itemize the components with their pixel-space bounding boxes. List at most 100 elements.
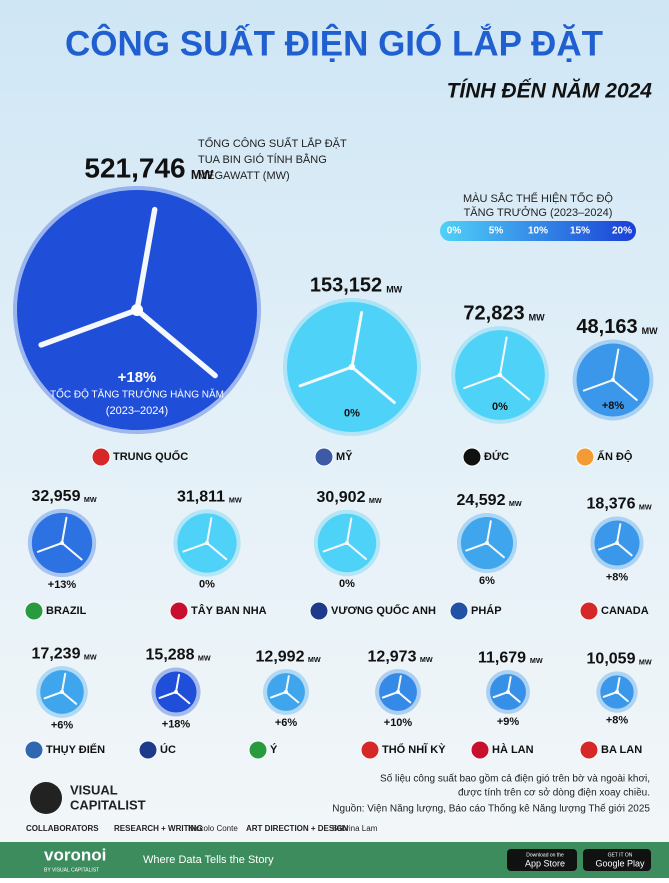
country-label: BA LAN bbox=[601, 744, 642, 756]
unit: MW bbox=[386, 284, 402, 294]
turbine-blade bbox=[507, 675, 512, 693]
unit: MW bbox=[530, 656, 543, 665]
legend-label: 15% bbox=[570, 226, 590, 237]
value-label: 31,811 bbox=[177, 489, 225, 506]
footer-logo: voronoi bbox=[44, 845, 106, 864]
app-store-label: App Store bbox=[525, 858, 565, 868]
turbine-blade bbox=[36, 542, 63, 553]
legend-label: 0% bbox=[447, 226, 462, 237]
note: được tính trên cơ sở dòng điện xoay chiề… bbox=[458, 787, 650, 799]
turbine-blade bbox=[322, 542, 348, 553]
value-label: 48,163 bbox=[576, 316, 637, 338]
brand: CAPITALIST bbox=[70, 797, 146, 812]
title: CÔNG SUẤT ĐIỆN GIÓ LẮP ĐẶT bbox=[65, 23, 603, 63]
flag bbox=[470, 740, 490, 760]
legend-title: MÀU SẮC THỂ HIỆN TỐC ĐỘ bbox=[463, 191, 613, 205]
turbine-blade bbox=[61, 516, 68, 544]
flag bbox=[248, 740, 268, 760]
legend-label: 20% bbox=[612, 226, 632, 237]
turbine-blade bbox=[616, 691, 629, 703]
turbine-blade bbox=[298, 365, 354, 388]
turbine-blade bbox=[463, 373, 502, 390]
turbine-blade bbox=[486, 520, 492, 544]
turbine-blade bbox=[182, 542, 208, 553]
growth-label: +8% bbox=[602, 400, 625, 412]
turbine-blade bbox=[612, 379, 638, 401]
turbine-hub bbox=[205, 541, 209, 545]
turbine-blade bbox=[350, 365, 396, 404]
flag bbox=[24, 601, 44, 621]
turbine-blade bbox=[492, 691, 509, 699]
vc-logo bbox=[30, 782, 62, 814]
flag bbox=[360, 740, 380, 760]
growth-label: 6% bbox=[479, 575, 495, 587]
unit: MW bbox=[369, 496, 382, 505]
turbine-blade bbox=[616, 542, 633, 557]
country-label: TÂY BAN NHA bbox=[191, 604, 267, 617]
value-label: 10,059 bbox=[587, 651, 636, 668]
unit: MW bbox=[84, 495, 97, 504]
turbine-blade bbox=[486, 542, 505, 559]
growth-note: (2023–2024) bbox=[106, 405, 168, 417]
legend-title: TĂNG TRƯỞNG (2023–2024) bbox=[464, 206, 613, 219]
turbine-blade bbox=[616, 523, 622, 544]
turbine-blade bbox=[346, 517, 353, 544]
unit: MW bbox=[198, 654, 211, 663]
flag bbox=[309, 601, 329, 621]
value-label: 153,152 bbox=[310, 274, 382, 296]
turbine-blade bbox=[269, 691, 287, 699]
turbine-blade bbox=[346, 542, 368, 560]
credit-role: RESEARCH + WRITING bbox=[114, 824, 203, 833]
value-label: 12,973 bbox=[368, 648, 417, 665]
turbine-blade bbox=[61, 691, 78, 705]
turbine-blade bbox=[175, 673, 181, 693]
country-label: CANADA bbox=[601, 605, 649, 617]
country-label: ẤN ĐỘ bbox=[597, 450, 633, 463]
turbine-blade bbox=[507, 691, 521, 703]
credit-name: Niccolo Conte bbox=[188, 824, 238, 833]
turbine-blade bbox=[175, 691, 191, 705]
turbine-blade bbox=[61, 542, 83, 561]
turbine-hub bbox=[485, 541, 489, 545]
growth-label: 0% bbox=[339, 578, 355, 590]
turbine-hub bbox=[345, 541, 349, 545]
turbine-blade bbox=[285, 675, 290, 693]
turbine-blade bbox=[602, 691, 618, 698]
value-label: 32,959 bbox=[32, 488, 81, 505]
country-label: PHÁP bbox=[471, 604, 502, 617]
growth-label: +18% bbox=[118, 369, 157, 386]
turbine-blade bbox=[498, 336, 508, 377]
value-label: 24,592 bbox=[457, 492, 506, 509]
app-store[interactable] bbox=[507, 849, 577, 871]
flag bbox=[462, 447, 482, 467]
turbine-blade bbox=[465, 542, 488, 552]
note: Số liệu công suất bao gồm cả điện gió tr… bbox=[380, 773, 650, 785]
google-play[interactable] bbox=[583, 849, 651, 871]
tagline: Where Data Tells the Story bbox=[143, 854, 274, 866]
turbine-hub bbox=[611, 378, 615, 382]
footer-logo-sub: BY VISUAL CAPITALIST bbox=[44, 867, 99, 873]
flag bbox=[24, 740, 44, 760]
turbine-blade bbox=[397, 691, 412, 704]
brand: VISUAL bbox=[70, 782, 118, 797]
country-label: MỸ bbox=[336, 450, 353, 463]
unit: MW bbox=[509, 499, 522, 508]
turbine-hub bbox=[497, 372, 503, 378]
turbine-blade bbox=[38, 307, 140, 348]
legend-label: 5% bbox=[489, 226, 504, 237]
size-note: TUA BIN GIÓ TÍNH BẰNG bbox=[198, 153, 327, 166]
unit: MW bbox=[639, 503, 652, 512]
credit-role: ART DIRECTION + DESIGN bbox=[246, 824, 349, 833]
google-play-label: Google Play bbox=[595, 858, 645, 868]
flag bbox=[91, 447, 111, 467]
turbine-hub bbox=[174, 690, 178, 694]
growth-label: +18% bbox=[162, 718, 191, 730]
subtitle: TÍNH ĐẾN NĂM 2024 bbox=[447, 79, 653, 103]
turbine-hub bbox=[615, 541, 619, 545]
turbine-hub bbox=[60, 690, 64, 694]
value-label: 521,746 bbox=[84, 152, 185, 183]
growth-label: +9% bbox=[497, 716, 520, 728]
country-label: ÚC bbox=[160, 743, 176, 756]
value-label: 15,288 bbox=[146, 647, 195, 664]
